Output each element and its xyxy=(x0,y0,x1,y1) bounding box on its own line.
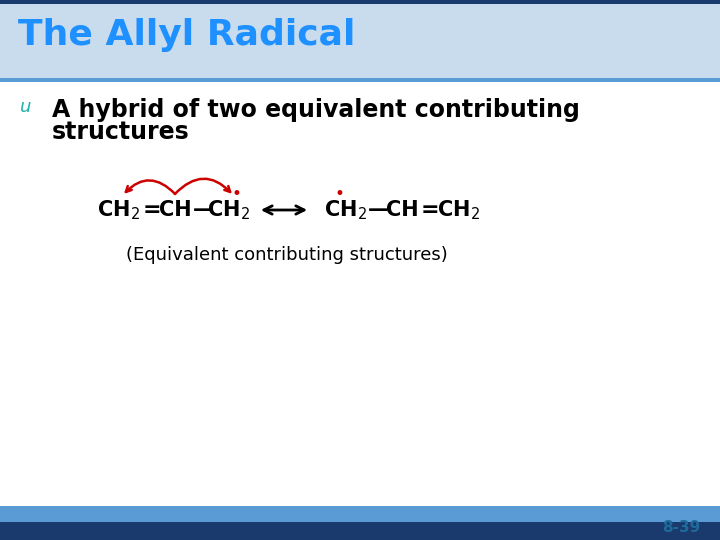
Text: =: = xyxy=(420,200,439,220)
Text: —: — xyxy=(368,200,388,220)
Text: (Equivalent contributing structures): (Equivalent contributing structures) xyxy=(126,246,448,264)
Text: CH$_2$: CH$_2$ xyxy=(207,198,249,222)
Text: —: — xyxy=(192,200,213,220)
Text: CH$_2$: CH$_2$ xyxy=(96,198,140,222)
Bar xyxy=(0,78,720,82)
Text: 8-39: 8-39 xyxy=(662,521,700,536)
Bar xyxy=(0,0,720,4)
Bar xyxy=(0,522,720,540)
Text: A hybrid of two equivalent contributing: A hybrid of two equivalent contributing xyxy=(52,98,580,122)
Text: CH$_2$: CH$_2$ xyxy=(323,198,366,222)
Bar xyxy=(0,0,720,80)
Text: structures: structures xyxy=(52,120,190,144)
Text: CH: CH xyxy=(386,200,418,220)
Text: The Allyl Radical: The Allyl Radical xyxy=(18,18,356,52)
Text: u: u xyxy=(20,98,32,116)
Text: CH: CH xyxy=(158,200,192,220)
Text: •: • xyxy=(334,185,344,203)
Bar xyxy=(0,506,720,522)
Text: •: • xyxy=(231,185,241,203)
Text: =: = xyxy=(143,200,161,220)
Text: CH$_2$: CH$_2$ xyxy=(436,198,480,222)
